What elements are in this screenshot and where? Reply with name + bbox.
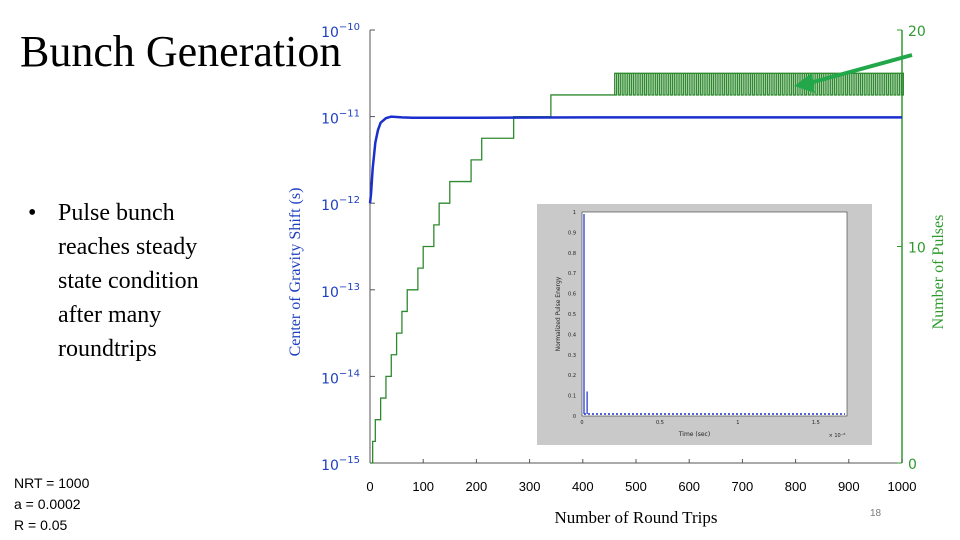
- inset-y-tick-label: 1: [573, 210, 576, 216]
- x-tick-label: 900: [838, 479, 860, 494]
- inset-y-tick-label: 0.4: [568, 332, 576, 338]
- y-left-tick-label: 10−13: [321, 282, 360, 301]
- y-right-tick-label: 10: [908, 241, 926, 257]
- inset-x-label: Time (sec): [678, 431, 710, 438]
- series-center-of-gravity: [368, 115, 902, 204]
- param-nrt: NRT = 1000: [14, 475, 90, 491]
- inset-y-tick-label: 0: [573, 414, 576, 420]
- y-left-tick-label: 10−11: [321, 109, 360, 128]
- x-axis-label: Number of Round Trips: [555, 508, 718, 527]
- x-tick-label: 400: [572, 479, 594, 494]
- x-tick-label: 0: [366, 479, 373, 494]
- inset-y-tick-label: 0.3: [568, 353, 576, 359]
- x-tick-label: 600: [678, 479, 700, 494]
- inset-y-label: Normalized Pulse Energy: [555, 276, 562, 351]
- bullet-text: Pulse bunch reaches steady state conditi…: [58, 200, 199, 362]
- bullet-point-icon: •: [28, 200, 37, 226]
- x-tick-label: 500: [625, 479, 647, 494]
- inset-x-exponent: × 10⁻⁸: [829, 433, 846, 439]
- inset-y-tick-label: 0.5: [568, 312, 576, 318]
- param-r: R = 0.05: [14, 517, 68, 533]
- inset-y-tick-label: 0.8: [568, 251, 576, 257]
- inset-y-tick-label: 0.9: [568, 230, 576, 236]
- x-tick-label: 100: [412, 479, 434, 494]
- inset-x-tick-label: 0.5: [656, 420, 664, 426]
- inset-y-tick-label: 0.2: [568, 373, 576, 379]
- inset-x-tick-label: 0: [580, 420, 583, 426]
- x-tick-label: 1000: [888, 479, 917, 494]
- param-a: a = 0.0002: [14, 496, 81, 512]
- y-left-tick-label: 10−15: [321, 455, 360, 474]
- slide-number: 18: [870, 508, 882, 519]
- y-left-axis-label: Center of Gravity Shift (s): [287, 188, 304, 357]
- inset-plot-area: [581, 211, 848, 417]
- inset-x-tick-label: 1.5: [812, 420, 820, 426]
- y-right-axis-label: Number of Pulses: [930, 215, 947, 330]
- y-left-tick-label: 10−12: [321, 195, 360, 214]
- inset-y-tick-label: 0.6: [568, 292, 576, 298]
- bullet-item: • Pulse bunch reaches steady state condi…: [28, 196, 243, 366]
- y-right-tick-label: 20: [908, 24, 926, 40]
- y-left-tick-label: 10−14: [321, 368, 360, 387]
- arrow-shaft: [805, 53, 913, 86]
- arrow-head-icon: [794, 73, 815, 93]
- x-tick-label: 200: [466, 479, 488, 494]
- y-left-tick-label: 10−10: [321, 22, 360, 41]
- x-tick-label: 700: [732, 479, 754, 494]
- inset-y-tick-label: 0.7: [568, 271, 576, 277]
- slide-title: Bunch Generation: [20, 27, 342, 76]
- x-tick-label: 800: [785, 479, 807, 494]
- x-tick-label: 300: [519, 479, 541, 494]
- inset-y-tick-label: 0.1: [568, 394, 576, 400]
- simulation-parameters: NRT = 1000 a = 0.0002 R = 0.05: [14, 473, 89, 536]
- inset-x-tick-label: 1: [736, 420, 739, 426]
- y-right-tick-label: 0: [908, 457, 917, 473]
